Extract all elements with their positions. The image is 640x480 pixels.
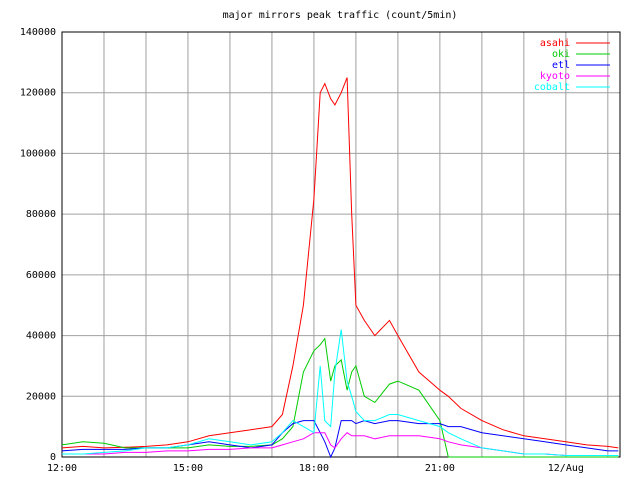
- x-tick-label: 12:00: [47, 463, 77, 474]
- y-tick-label: 0: [50, 452, 56, 463]
- legend-label: kyoto: [540, 71, 570, 82]
- legend-label: oki: [552, 49, 570, 60]
- x-tick-label: 15:00: [173, 463, 203, 474]
- x-tick-label: 21:00: [425, 463, 455, 474]
- y-tick-label: 20000: [26, 391, 56, 402]
- x-tick-label: 12/Aug: [548, 463, 584, 474]
- y-tick-label: 40000: [26, 331, 56, 342]
- x-tick-label: 18:00: [299, 463, 329, 474]
- y-tick-label: 80000: [26, 209, 56, 220]
- y-tick-label: 140000: [20, 27, 56, 38]
- data-line: [62, 329, 619, 456]
- data-line: [61, 420, 619, 459]
- chart-title: major mirrors peak traffic (count/5min): [223, 10, 458, 21]
- legend-label: etl: [552, 60, 570, 71]
- legend-label: asahi: [540, 38, 570, 49]
- data-line: [61, 337, 619, 458]
- y-tick-label: 60000: [26, 270, 56, 281]
- y-tick-label: 120000: [20, 88, 56, 99]
- legend-label: cobalt: [534, 82, 570, 93]
- data-line: [61, 77, 619, 449]
- plot-frame: [61, 31, 621, 458]
- y-tick-label: 100000: [20, 148, 56, 159]
